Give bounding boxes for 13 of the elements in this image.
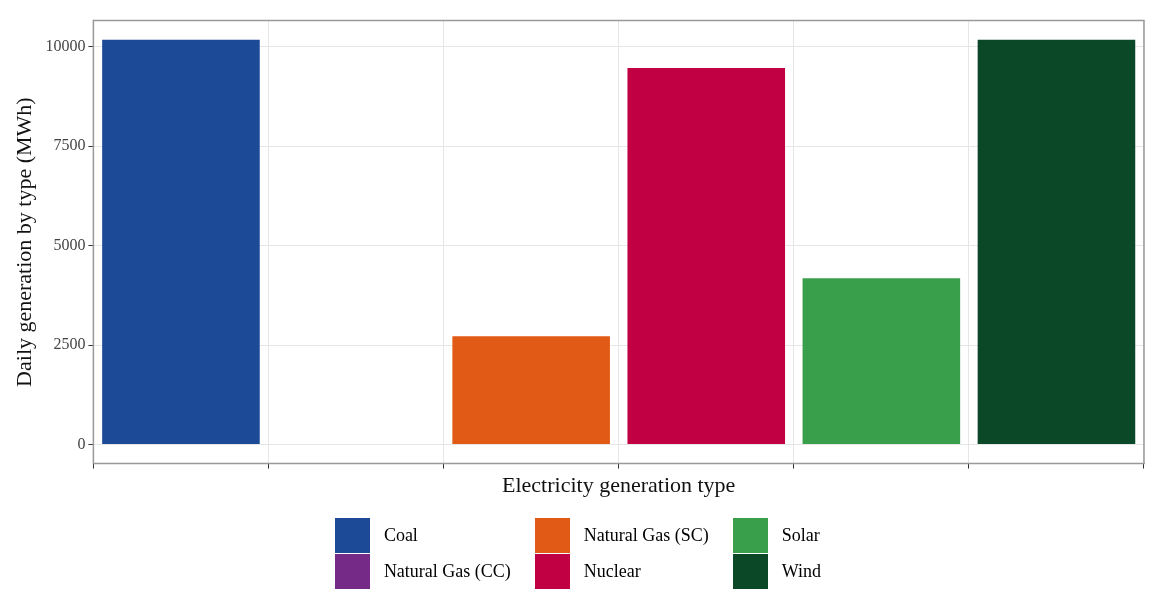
- y-tick-label: 7500: [53, 136, 86, 154]
- y-tick-label: 2500: [53, 335, 86, 353]
- legend-label: Natural Gas (SC): [583, 524, 709, 546]
- x-axis-title: Electricity generation type: [502, 471, 736, 497]
- y-tick-label: 10000: [45, 37, 86, 55]
- legend-label: Wind: [781, 560, 822, 582]
- legend-label: Natural Gas (CC): [383, 560, 511, 582]
- y-tick-label: 0: [77, 434, 86, 452]
- legend-label: Nuclear: [583, 560, 641, 582]
- y-axis-title: Daily generation by type (MWh): [10, 97, 36, 387]
- y-tick-label: 5000: [53, 235, 86, 253]
- legend-label: Coal: [383, 524, 418, 546]
- legend-label: Solar: [781, 524, 820, 546]
